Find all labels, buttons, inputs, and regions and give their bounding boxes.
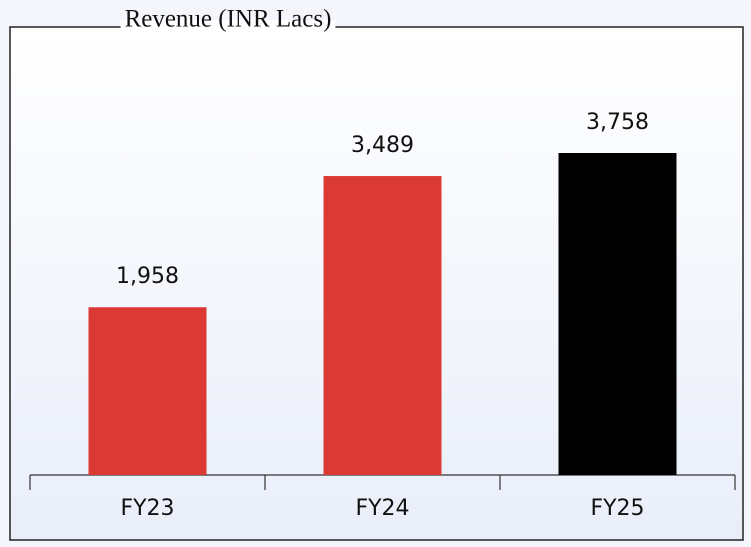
x-tick-label: FY23 bbox=[120, 496, 174, 521]
data-label: 3,489 bbox=[351, 133, 414, 158]
bar bbox=[558, 153, 677, 475]
x-tick-label: FY25 bbox=[590, 496, 644, 521]
bar bbox=[323, 176, 442, 476]
data-label: 1,958 bbox=[116, 264, 179, 289]
data-label: 3,758 bbox=[586, 110, 649, 135]
chart-title: Revenue (INR Lacs) bbox=[125, 6, 332, 33]
bar bbox=[88, 307, 207, 475]
title-background bbox=[120, 20, 336, 34]
x-tick-label: FY24 bbox=[355, 496, 409, 521]
